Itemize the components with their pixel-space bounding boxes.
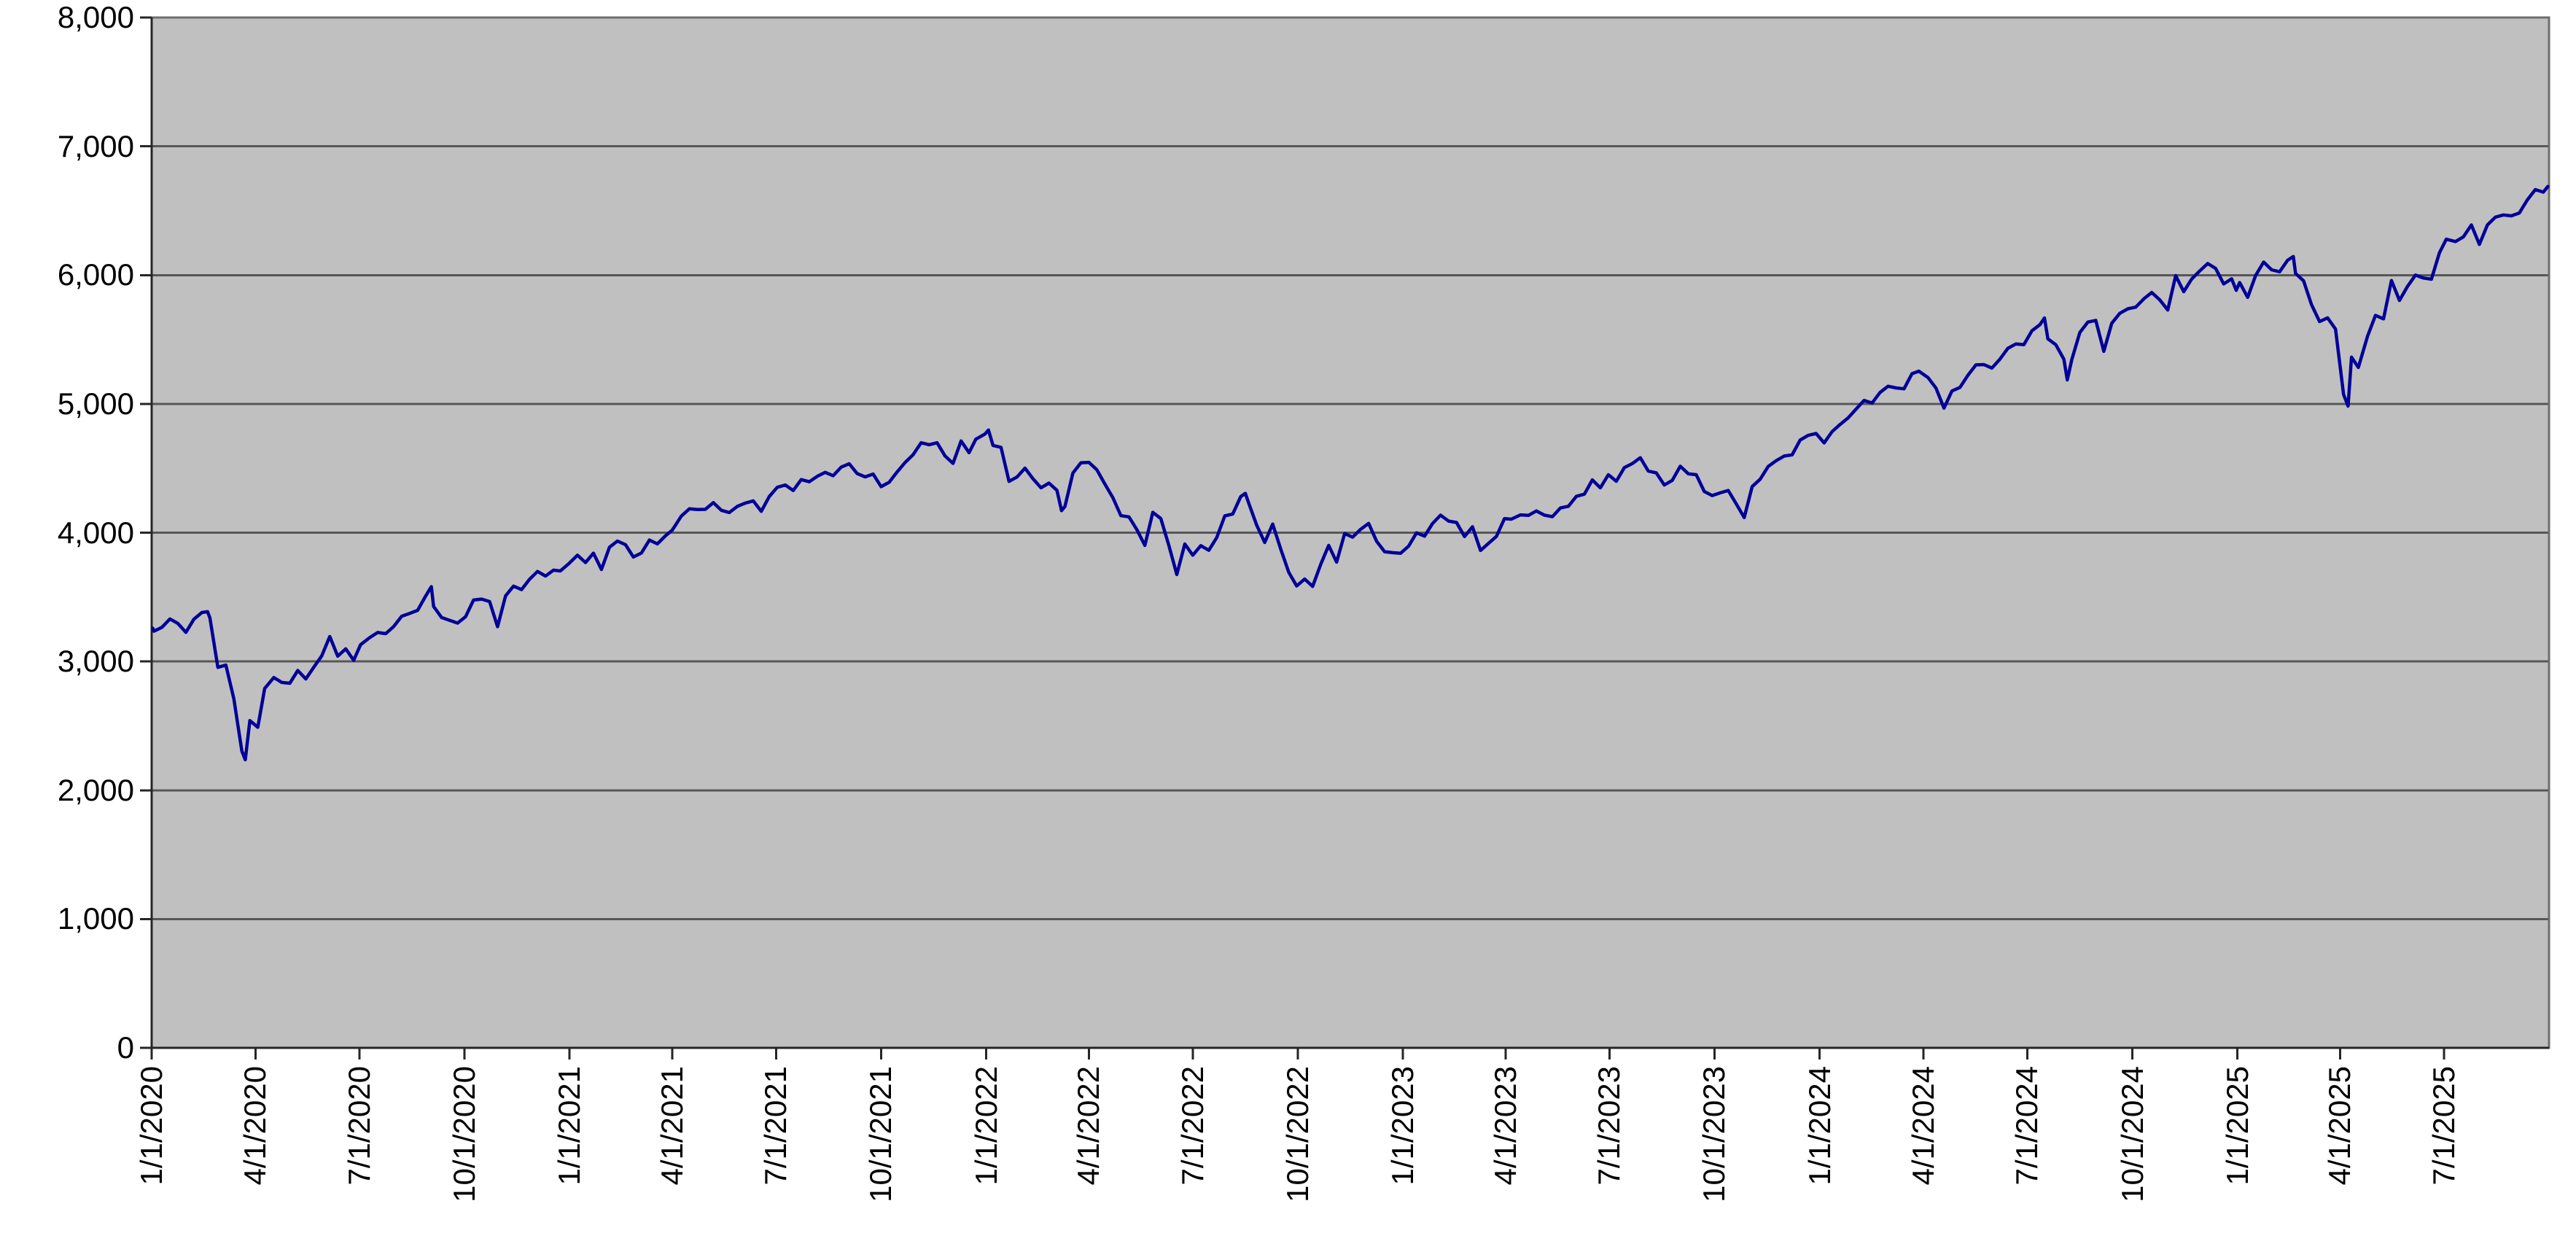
- y-axis-label: 5,000: [57, 386, 134, 421]
- x-axis-label: 10/1/2021: [863, 1066, 898, 1202]
- y-axis-label: 7,000: [57, 128, 134, 163]
- y-axis-label: 0: [117, 1030, 134, 1065]
- y-axis-label: 8,000: [57, 0, 134, 34]
- x-axis-label: 1/1/2024: [1802, 1066, 1837, 1186]
- x-axis-label: 10/1/2024: [2114, 1066, 2149, 1202]
- x-axis-label: 10/1/2022: [1280, 1066, 1315, 1202]
- x-axis-label: 7/1/2025: [2426, 1066, 2461, 1186]
- x-axis-label: 1/1/2020: [134, 1066, 168, 1186]
- x-axis-label: 10/1/2023: [1697, 1066, 1732, 1202]
- x-axis-label: 4/1/2022: [1071, 1066, 1106, 1186]
- price-line: [151, 184, 2550, 762]
- y-axis-label: 4,000: [57, 515, 134, 550]
- x-axis-label: 4/1/2020: [238, 1066, 273, 1186]
- x-axis-label: 1/1/2021: [552, 1066, 587, 1186]
- x-axis-label: 7/1/2022: [1175, 1066, 1210, 1186]
- x-axis-label: 7/1/2020: [341, 1066, 376, 1186]
- y-axis-label: 2,000: [57, 772, 134, 807]
- x-axis-label: 4/1/2025: [2322, 1066, 2357, 1186]
- y-axis-label: 1,000: [57, 901, 134, 936]
- x-axis-label: 7/1/2023: [1592, 1066, 1627, 1186]
- x-axis-label: 4/1/2021: [654, 1066, 689, 1186]
- x-axis-label: 7/1/2021: [758, 1066, 793, 1186]
- y-axis-label: 3,000: [57, 644, 134, 679]
- x-axis-label: 4/1/2024: [1905, 1066, 1940, 1186]
- x-axis-label: 7/1/2024: [2009, 1066, 2044, 1186]
- x-axis-label: 4/1/2023: [1487, 1066, 1522, 1186]
- x-axis-label: 10/1/2020: [447, 1066, 481, 1202]
- x-axis-label: 1/1/2025: [2219, 1066, 2254, 1186]
- x-axis-label: 1/1/2022: [968, 1066, 1003, 1186]
- y-axis-label: 6,000: [57, 257, 134, 292]
- x-axis-label: 1/1/2023: [1385, 1066, 1420, 1186]
